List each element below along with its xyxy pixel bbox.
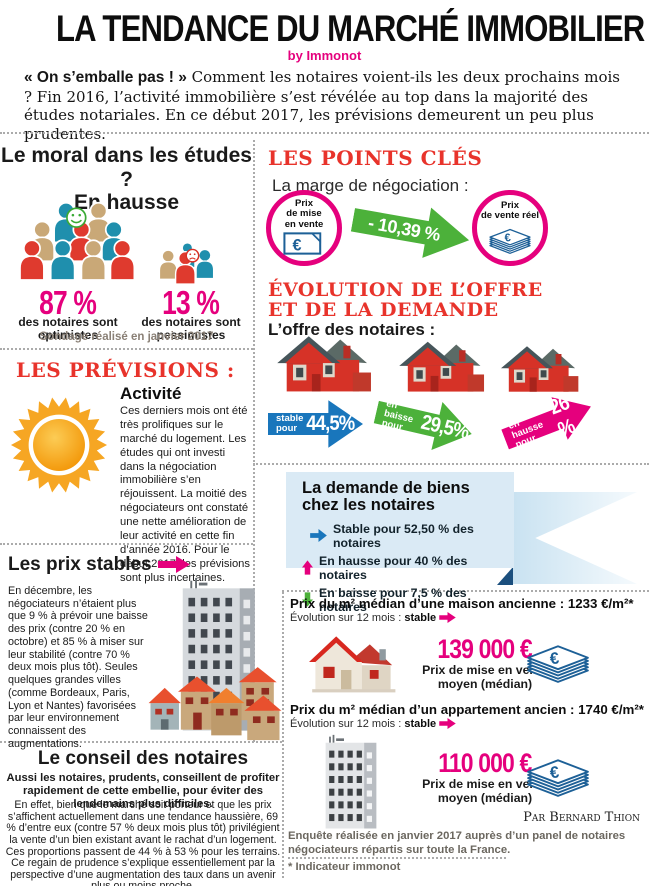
svg-text:€: €	[504, 232, 512, 245]
apartment-building-icon	[325, 734, 377, 829]
optimistic-crowd-icon	[20, 201, 136, 281]
pessimistic-percentage: 13 %	[162, 284, 221, 321]
offer-label: L’offre des notaires :	[268, 320, 436, 339]
appartement-price-caption: Prix de mise en vente moyen (médian)	[422, 777, 548, 805]
arrow-down-icon	[302, 592, 313, 608]
maison-price-value: 139 000 €	[437, 634, 533, 664]
optimistic-percentage: 87 %	[39, 284, 98, 321]
intro-lead: « On s’emballe pas ! »	[24, 69, 187, 86]
house-icon	[501, 346, 579, 392]
demand-item-decrease: En baisse pour 7,5 % des notaires	[302, 586, 514, 614]
demand-title: La demande de biens chez les notaires	[302, 479, 470, 515]
smiley-icon	[66, 207, 87, 228]
conseil-text: En effet, bien que le marché soit porteu…	[5, 799, 281, 886]
sun-icon	[10, 397, 108, 493]
appartement-evolution: Évolution sur 12 mois : stable	[290, 718, 456, 730]
demand-panel: La demande de biens chez les notaires St…	[286, 472, 514, 614]
svg-text:€: €	[549, 648, 560, 668]
maison-price-title: Prix du m² médian d’une maison ancienne …	[290, 596, 634, 611]
divider	[253, 463, 649, 465]
listing-price-badge: Prix de mise en vente €	[266, 190, 342, 266]
survey-note: Enquête réalisée en janvier 2017 auprès …	[288, 830, 626, 856]
demand-item-stable: Stable pour 52,50 % des notaires	[310, 522, 514, 550]
city-buildings-illustration	[148, 577, 282, 741]
key-points-title: LES POINTS CLÉS	[268, 146, 483, 170]
money-stack-icon: €	[527, 759, 589, 797]
divider	[0, 543, 253, 545]
ribbon-tail	[513, 492, 637, 584]
appartement-price-value: 110 000 €	[438, 748, 532, 778]
page-title: LA TENDANCE DU MARCHÉ IMMOBILIER	[56, 8, 645, 49]
offer-arrow-increase: en hausse pour 26 %	[496, 383, 600, 463]
negotiation-margin-arrow: - 10,39 %	[348, 192, 474, 268]
money-stack-icon: €	[489, 229, 531, 255]
byline: by Immonot	[287, 48, 362, 63]
prix-stables-text: En décembre, les négociateurs n’étaient …	[8, 585, 148, 750]
demand-item-increase: En hausse pour 40 % des notaires	[302, 554, 514, 582]
appartement-price-title: Prix du m² médian d’un appartement ancie…	[290, 702, 644, 717]
divider	[0, 132, 649, 134]
money-stack-icon: €	[527, 645, 589, 683]
divider	[253, 140, 255, 742]
maison-evolution: Évolution sur 12 mois : stable	[290, 612, 456, 624]
conseil-title: Le conseil des notaires	[37, 748, 249, 769]
arrow-right-icon	[439, 718, 456, 729]
intro-paragraph: « On s’emballe pas ! » Comment les notai…	[24, 68, 626, 144]
divider	[282, 592, 284, 878]
svg-text:€: €	[549, 762, 560, 782]
conseil-lead: Aussi les notaires, prudents, conseillen…	[6, 772, 280, 810]
svg-text:€: €	[293, 236, 302, 254]
activite-heading: Activité	[120, 384, 182, 403]
arrow-up-icon	[302, 560, 313, 576]
divider	[282, 590, 649, 592]
offer-arrow-decrease: en baisse pour 29,5%	[370, 386, 478, 461]
negotiation-label: La marge de négociation :	[272, 176, 469, 195]
pessimistic-crowd-icon	[158, 242, 215, 285]
arrow-right-icon	[439, 612, 456, 623]
offer-arrow-stable: stable pour 44,5%	[268, 398, 363, 450]
author-credit: Par Bernard Thion	[523, 810, 640, 825]
old-house-icon	[309, 636, 396, 693]
banknote-icon: €	[283, 232, 322, 255]
maison-price-caption: Prix de mise en vente moyen (médian)	[422, 663, 548, 691]
sale-price-badge: Prix de vente réel €	[472, 190, 548, 266]
pessimistic-caption: des notaires sont pessimistes	[141, 315, 241, 342]
arrow-right-icon	[310, 529, 327, 543]
previsions-text: Ces derniers mois ont été très prolifiqu…	[120, 405, 250, 584]
negotiation-margin-value: - 10,39 %	[366, 212, 442, 245]
moral-section-title: Le moral dans les études ? En hausse	[1, 144, 252, 215]
sad-face-icon	[185, 248, 200, 263]
house-icon	[277, 336, 371, 392]
prix-stables-heading: Les prix stables	[8, 554, 190, 576]
survey-date-note: Sondage réalisé en janvier 2017	[39, 331, 214, 343]
arrow-right-icon	[157, 556, 190, 573]
optimistic-caption: des notaires sont optimistes	[18, 315, 118, 342]
house-icon	[399, 341, 485, 392]
previsions-title: LES PRÉVISIONS :	[16, 358, 235, 382]
divider	[288, 857, 506, 859]
intro-text: Comment les notaires voient-ils les deux…	[24, 68, 620, 144]
divider	[0, 741, 282, 743]
evolution-title: ÉVOLUTION DE L’OFFRE ET DE LA DEMANDE	[268, 279, 543, 322]
indicator-footnote: * Indicateur immonot	[288, 861, 401, 873]
divider	[0, 348, 253, 350]
